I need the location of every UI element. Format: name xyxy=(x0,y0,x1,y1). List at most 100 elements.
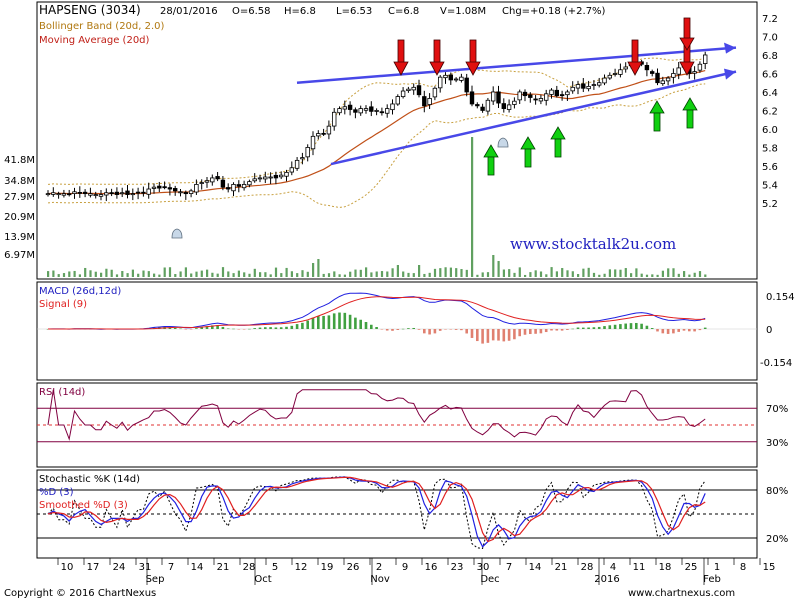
macd-histogram-bar xyxy=(216,325,219,329)
volume-bar xyxy=(651,274,654,277)
site-link[interactable]: www.chartnexus.com xyxy=(628,588,735,599)
macd-histogram-bar xyxy=(401,328,405,330)
macd-histogram-bar xyxy=(550,329,553,331)
macd-histogram-bar xyxy=(311,317,315,329)
down-arrow-head xyxy=(679,37,695,51)
macd-histogram-bar xyxy=(693,329,696,332)
candle-body xyxy=(390,103,395,111)
month-label: Oct xyxy=(254,574,271,585)
volume-bar xyxy=(253,268,256,277)
volume-bar xyxy=(630,273,633,277)
stoch-sd-legend: Smoothed %D (3) xyxy=(39,500,128,511)
volume-bar xyxy=(264,272,267,277)
x-tick-label: 4 xyxy=(610,562,616,573)
down-arrow-head xyxy=(429,61,445,76)
candle-body xyxy=(570,86,575,92)
macd-histogram-bar xyxy=(502,329,506,342)
up-arrow xyxy=(554,138,562,158)
macd-histogram-bar xyxy=(364,322,368,329)
volume-bar xyxy=(62,273,66,277)
volume-bar xyxy=(285,267,288,277)
resistance-trendline xyxy=(296,46,737,84)
axes: 7.2 7.0 6.8 6.6 6.4 6.2 6.0 5.8 5.6 5.4 5.2 41.8M 34… xyxy=(4,14,795,585)
volume-bar xyxy=(418,265,421,277)
volume-bar xyxy=(195,271,198,277)
macd-histogram-bar xyxy=(290,325,294,329)
volume-bar xyxy=(312,263,315,277)
candle-body xyxy=(597,82,602,86)
volume-bar xyxy=(672,268,675,277)
volume-bar xyxy=(391,268,394,277)
macd-histogram-bar xyxy=(189,329,193,330)
down-arrow-head xyxy=(465,61,481,76)
macd-histogram-bar xyxy=(624,323,627,329)
candle-body xyxy=(528,94,533,98)
volume-bar xyxy=(163,267,166,277)
candle-body xyxy=(342,106,347,110)
rsi-tick-label: 70% xyxy=(766,404,788,415)
macd-histogram-bar xyxy=(195,328,198,329)
price-tick-label: 5.6 xyxy=(762,162,778,173)
volume-bar xyxy=(524,274,527,277)
candle-body xyxy=(331,111,337,127)
volume-bar xyxy=(619,269,622,277)
candle-body xyxy=(353,109,358,113)
candle-body xyxy=(591,84,597,86)
volume-bar xyxy=(603,273,606,277)
signal-legend: Signal (9) xyxy=(39,299,87,310)
month-label: 2016 xyxy=(594,574,619,585)
volume-bar xyxy=(190,273,193,277)
volume-bar xyxy=(248,273,251,277)
macd-histogram-bar xyxy=(629,323,633,329)
candle-body xyxy=(443,74,448,79)
month-label: Feb xyxy=(703,574,721,585)
macd-histogram-bar xyxy=(688,329,691,332)
volume-bar xyxy=(497,261,500,277)
close-value: C=6.8 xyxy=(388,6,419,17)
candle-body xyxy=(241,183,247,189)
macd-histogram-bar xyxy=(507,329,511,341)
volume-tick-label: 20.9M xyxy=(4,212,35,223)
volume-bar xyxy=(259,272,262,277)
volume-bar xyxy=(529,272,532,277)
volume-bar xyxy=(105,268,108,277)
volume-bar xyxy=(211,272,214,277)
volume-bar xyxy=(439,268,442,277)
x-tick-label: 14 xyxy=(529,562,542,573)
macd-histogram-bar xyxy=(354,317,357,329)
candle-body xyxy=(655,72,660,84)
candle-body xyxy=(263,176,268,180)
macd-histogram-bar xyxy=(476,329,479,342)
x-tick-label: 26 xyxy=(347,562,360,573)
volume-bar xyxy=(100,272,103,277)
volume-bar xyxy=(131,269,134,277)
volume-bar xyxy=(158,274,161,277)
macd-histogram-bar xyxy=(417,329,421,330)
macd-histogram-bar xyxy=(592,327,596,329)
candle-body xyxy=(45,193,51,196)
volume-bar xyxy=(433,268,437,277)
macd-histogram-bar xyxy=(391,329,394,331)
macd-histogram-bar xyxy=(587,327,590,329)
volume-bar xyxy=(243,272,246,277)
candle-body xyxy=(369,106,374,112)
macd-histogram-bar xyxy=(380,329,384,330)
signal-line xyxy=(48,296,706,330)
volume-bar xyxy=(640,273,643,277)
volume-bar xyxy=(587,267,590,277)
candle-body xyxy=(506,104,512,110)
stoch-d-line xyxy=(47,476,706,548)
candle-body xyxy=(469,91,475,105)
candle-body xyxy=(522,91,528,97)
volume-bar xyxy=(444,267,447,277)
volume-bar xyxy=(571,271,574,277)
macd-histogram-bar xyxy=(359,319,362,329)
high-value: H=6.8 xyxy=(284,6,316,17)
volume-bar xyxy=(582,268,585,277)
volume-bar xyxy=(290,271,293,277)
candle-body xyxy=(406,88,411,91)
volume-bar xyxy=(476,274,479,277)
macd-histogram-bar xyxy=(576,327,580,329)
candle-body xyxy=(347,104,353,110)
